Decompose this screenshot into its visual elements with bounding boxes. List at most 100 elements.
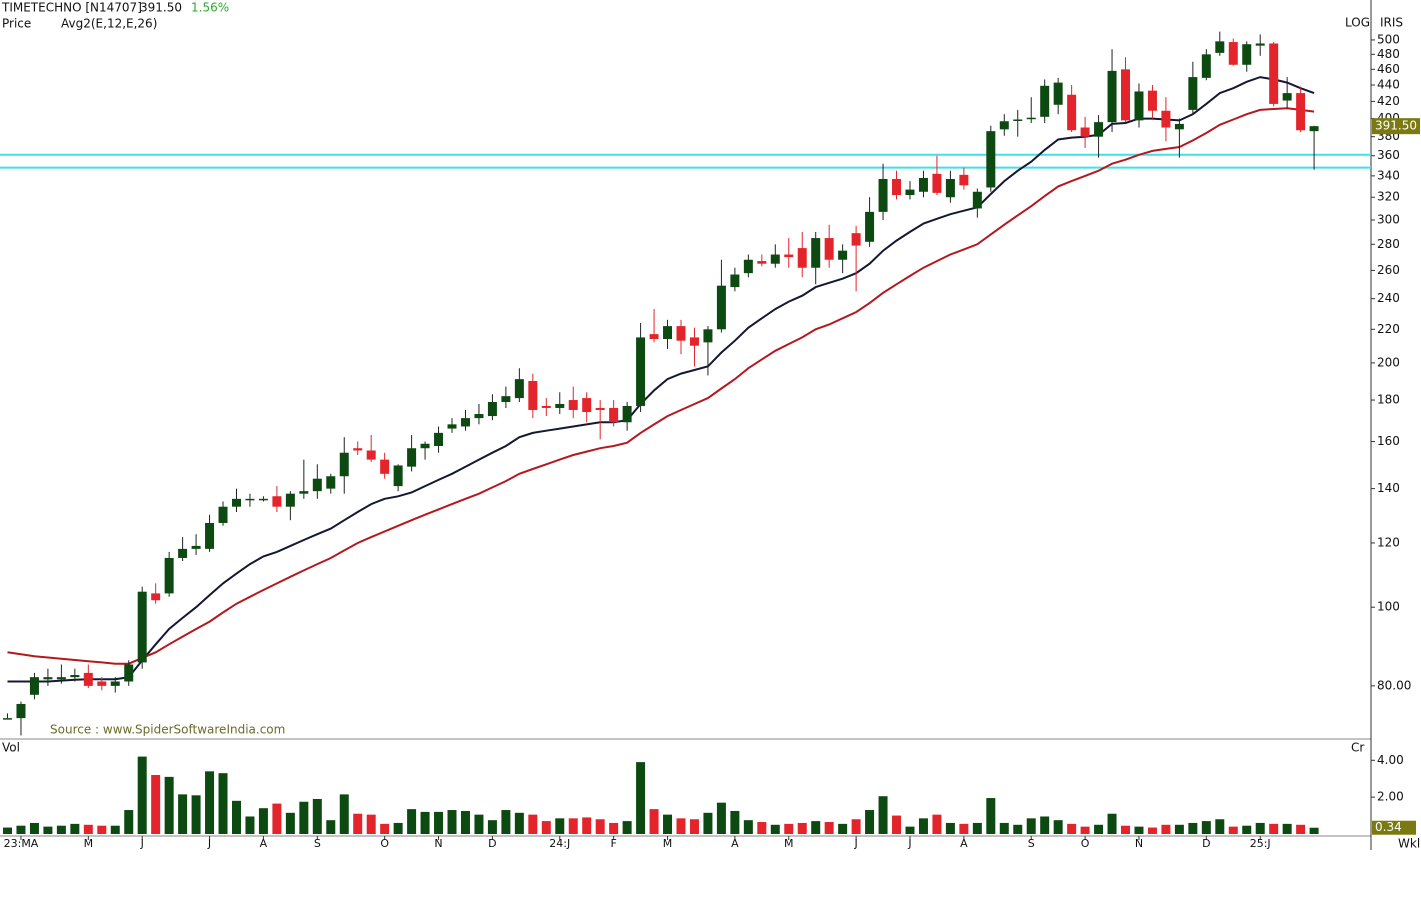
last-price: 391.50 [140,1,182,15]
candle-body [447,424,457,429]
candle-body [582,398,592,412]
volume-bar [986,798,996,834]
candle-body [110,681,120,686]
x-tick-label: M [784,837,794,850]
volume-bar [1107,813,1117,834]
candle-body [3,718,12,720]
candle-body [1309,126,1319,132]
volume-bar [595,819,605,834]
candle-body [1188,77,1198,110]
volume-bar [851,819,861,834]
volume-bar [582,817,592,834]
volume-bar [784,823,794,834]
volume-bar [1309,827,1319,834]
volume-bar [1174,824,1184,834]
candle-body [1282,93,1292,101]
x-tick-label: O [1081,837,1090,850]
y-tick-label: 440 [1377,78,1400,92]
source-annotation: Source : www.SpiderSoftwareIndia.com [50,723,285,737]
x-tick-label: 24:J [549,837,570,850]
volume-bar [865,810,875,834]
indicator-label: Price [2,17,31,31]
volume-bar [1215,819,1225,834]
candle-body [164,557,174,594]
candle-body [16,703,26,719]
candle-body [1013,119,1023,121]
candle-body [501,396,511,403]
source-label: IRIS [1380,16,1403,30]
volume-bar [70,823,80,834]
scale-label: LOG [1345,16,1370,30]
volume-bar [811,821,821,834]
volume-bar [1040,816,1050,834]
candle-body [1215,41,1225,53]
volume-bar [326,820,336,834]
volume-bar [1282,823,1292,834]
candle-body [824,238,834,260]
candle-body [528,380,538,410]
volume-bar [501,810,511,834]
volume-bar [649,809,659,834]
candle-body [622,405,632,423]
volume-bar [1121,825,1131,834]
y-tick-label: 420 [1377,94,1400,108]
x-tick-label: A [960,837,968,850]
y-tick-label: 160 [1377,434,1400,448]
volume-bar [434,811,444,834]
candle-body [959,174,969,186]
volume-bar [299,801,309,834]
volume-bar [1269,823,1279,834]
candle-body [541,405,551,408]
price-change: 1.56% [191,1,229,15]
candle-body [285,493,295,507]
volume-bar [312,798,322,834]
candle-body [811,238,821,268]
candle-body [1026,117,1036,120]
volume-bar [366,814,376,834]
candle-body [1147,90,1157,111]
x-tick-label: D [1202,837,1210,850]
candle-body [865,211,875,242]
x-tick-label: S [1028,837,1035,850]
x-tick-label: M [663,837,673,850]
y-tick-label: 480 [1377,47,1400,61]
candle-body [972,191,982,209]
volume-bar [932,814,942,834]
candle-body [420,443,430,449]
candle-body [460,418,470,427]
candle-body [1067,94,1077,131]
candle-body [932,173,942,193]
volume-bar [797,822,807,834]
candle-body [151,593,161,601]
volume-bar [191,795,201,834]
volume-bar [1067,823,1077,834]
candle-body [743,259,753,274]
volume-bar [83,824,93,834]
y-tick-label: 220 [1377,322,1400,336]
volume-bar [528,814,538,834]
y-tick-label: 500 [1377,32,1400,46]
y-tick-label: 240 [1377,291,1400,305]
candle-body [663,326,673,340]
volume-unit: Cr [1351,741,1364,755]
volume-bar [124,810,134,834]
volume-bar [43,826,53,834]
candle-body [97,681,107,686]
volume-bar [770,824,780,834]
volume-bar [339,794,349,834]
volume-bar [1013,824,1023,834]
candle-body [838,250,848,260]
x-tick-label: A [260,837,268,850]
volume-bar [258,808,268,834]
volume-bar [3,827,12,834]
candle-body [689,337,699,346]
candle-body [326,476,336,489]
candle-body [70,675,80,678]
candle-body [56,677,66,680]
candle-body [434,432,444,446]
candle-body [1121,69,1131,121]
candle-body [1255,43,1265,46]
volume-bar [1134,826,1144,834]
volume-bar [555,818,565,834]
volume-bar [1161,824,1171,834]
